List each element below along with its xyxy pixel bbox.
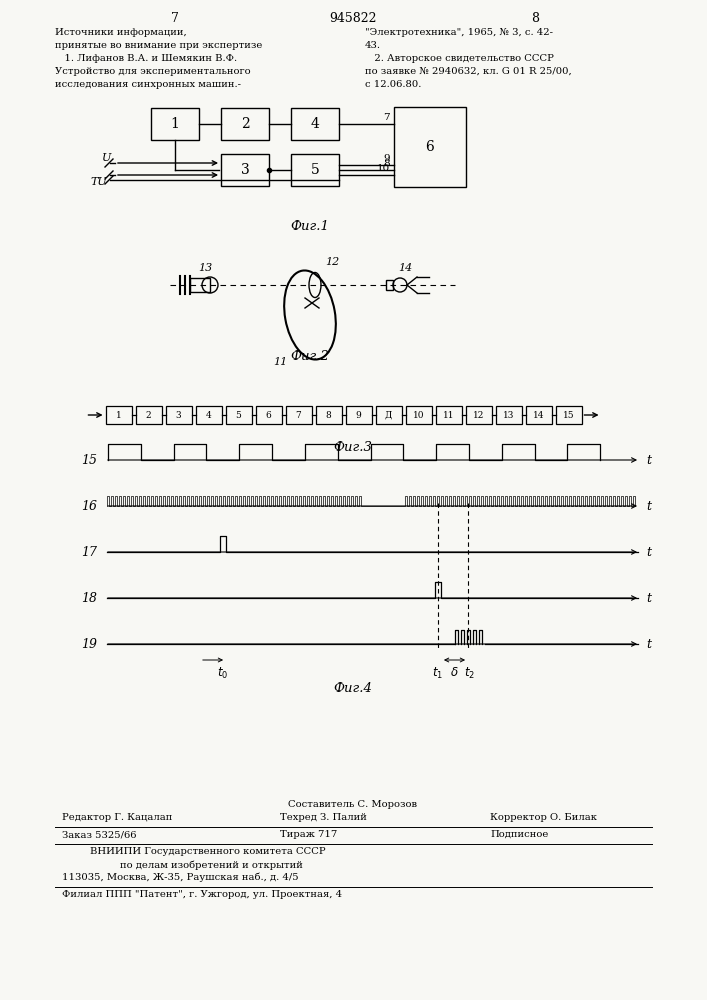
Text: 8: 8 xyxy=(531,12,539,25)
Text: Тираж 717: Тираж 717 xyxy=(280,830,337,839)
Bar xyxy=(525,406,551,424)
Text: 10: 10 xyxy=(413,410,424,420)
Text: 4: 4 xyxy=(310,117,320,131)
Text: Подписное: Подписное xyxy=(490,830,549,839)
Text: Фиг.1: Фиг.1 xyxy=(291,220,329,233)
Text: 7: 7 xyxy=(383,113,390,122)
Text: 43.: 43. xyxy=(365,41,381,50)
Text: $\delta$: $\delta$ xyxy=(450,666,459,679)
Text: "Электротехника", 1965, № 3, с. 42-: "Электротехника", 1965, № 3, с. 42- xyxy=(365,28,553,37)
Text: Источники информации,: Источники информации, xyxy=(55,28,187,37)
Bar xyxy=(386,280,393,290)
Bar xyxy=(255,406,281,424)
Text: 5: 5 xyxy=(310,163,320,177)
Bar xyxy=(465,406,491,424)
Text: 14: 14 xyxy=(533,410,544,420)
Text: 8: 8 xyxy=(326,410,332,420)
Text: t: t xyxy=(646,454,651,466)
Text: $t_1$: $t_1$ xyxy=(433,666,443,681)
Text: U: U xyxy=(102,153,112,163)
Text: Д: Д xyxy=(385,410,392,420)
Text: Корректор О. Билак: Корректор О. Билак xyxy=(490,813,597,822)
Text: t: t xyxy=(646,499,651,512)
Bar xyxy=(315,406,341,424)
Text: t: t xyxy=(646,638,651,650)
Text: 5: 5 xyxy=(235,410,241,420)
Text: 14: 14 xyxy=(398,263,412,273)
Text: $t_0$: $t_0$ xyxy=(217,666,228,681)
Bar xyxy=(196,406,221,424)
Bar xyxy=(105,406,132,424)
Text: 18: 18 xyxy=(81,591,97,604)
Text: Редактор Г. Кацалап: Редактор Г. Кацалап xyxy=(62,813,173,822)
Text: Составитель С. Морозов: Составитель С. Морозов xyxy=(288,800,418,809)
Text: 6: 6 xyxy=(266,410,271,420)
Text: Филиал ППП "Патент", г. Ужгород, ул. Проектная, 4: Филиал ППП "Патент", г. Ужгород, ул. Про… xyxy=(62,890,342,899)
Text: 11: 11 xyxy=(273,357,287,367)
Bar xyxy=(165,406,192,424)
Text: Техред З. Палий: Техред З. Палий xyxy=(280,813,367,822)
Text: 7: 7 xyxy=(171,12,179,25)
Text: 7: 7 xyxy=(296,410,301,420)
Text: 1: 1 xyxy=(170,117,180,131)
Text: Фиг.2: Фиг.2 xyxy=(291,350,329,363)
Bar xyxy=(496,406,522,424)
Text: 15: 15 xyxy=(563,410,574,420)
Text: 3: 3 xyxy=(240,163,250,177)
Text: 2: 2 xyxy=(240,117,250,131)
Text: t: t xyxy=(646,591,651,604)
Text: 9: 9 xyxy=(356,410,361,420)
Bar xyxy=(291,108,339,140)
Bar xyxy=(221,154,269,186)
Text: $t_2$: $t_2$ xyxy=(464,666,476,681)
Text: 13: 13 xyxy=(503,410,514,420)
Text: исследования синхронных машин.-: исследования синхронных машин.- xyxy=(55,80,241,89)
Text: по заявке № 2940632, кл. G 01 R 25/00,: по заявке № 2940632, кл. G 01 R 25/00, xyxy=(365,67,572,76)
Text: 16: 16 xyxy=(81,499,97,512)
Text: 945822: 945822 xyxy=(329,12,377,25)
Text: 113035, Москва, Ж-35, Раушская наб., д. 4/5: 113035, Москва, Ж-35, Раушская наб., д. … xyxy=(62,873,298,882)
Text: ВНИИПИ Государственного комитета СССР: ВНИИПИ Государственного комитета СССР xyxy=(90,847,326,856)
Bar xyxy=(286,406,312,424)
Text: по делам изобретений и открытий: по делам изобретений и открытий xyxy=(120,860,303,869)
Text: 13: 13 xyxy=(198,263,212,273)
Text: t: t xyxy=(646,546,651,558)
Text: Устройство для экспериментального: Устройство для экспериментального xyxy=(55,67,250,76)
Text: Фиг.4: Фиг.4 xyxy=(334,682,373,695)
Bar xyxy=(394,107,466,187)
Text: 19: 19 xyxy=(81,638,97,650)
Text: 6: 6 xyxy=(426,140,434,154)
Bar xyxy=(375,406,402,424)
Text: 10: 10 xyxy=(377,164,390,173)
Text: 2: 2 xyxy=(146,410,151,420)
Bar xyxy=(221,108,269,140)
Bar xyxy=(136,406,161,424)
Bar xyxy=(226,406,252,424)
Text: 12: 12 xyxy=(325,257,339,267)
Text: 1: 1 xyxy=(116,410,122,420)
Text: 1. Лифанов В.А. и Шемякин В.Ф.: 1. Лифанов В.А. и Шемякин В.Ф. xyxy=(55,54,237,63)
Bar xyxy=(346,406,371,424)
Bar xyxy=(151,108,199,140)
Bar xyxy=(406,406,431,424)
Text: 12: 12 xyxy=(473,410,484,420)
Text: TU: TU xyxy=(90,177,107,187)
Text: 9: 9 xyxy=(383,154,390,163)
Text: Заказ 5325/66: Заказ 5325/66 xyxy=(62,830,136,839)
Bar xyxy=(436,406,462,424)
Text: 2. Авторское свидетельство СССР: 2. Авторское свидетельство СССР xyxy=(365,54,554,63)
Bar xyxy=(291,154,339,186)
Text: 3: 3 xyxy=(175,410,181,420)
Text: Фиг.3: Фиг.3 xyxy=(334,441,373,454)
Text: 15: 15 xyxy=(81,454,97,466)
Bar xyxy=(190,278,210,292)
Text: 8: 8 xyxy=(383,159,390,168)
Text: 11: 11 xyxy=(443,410,455,420)
Bar xyxy=(556,406,581,424)
Text: 4: 4 xyxy=(206,410,211,420)
Text: принятые во внимание при экспертизе: принятые во внимание при экспертизе xyxy=(55,41,262,50)
Text: 17: 17 xyxy=(81,546,97,558)
Text: с 12.06.80.: с 12.06.80. xyxy=(365,80,421,89)
